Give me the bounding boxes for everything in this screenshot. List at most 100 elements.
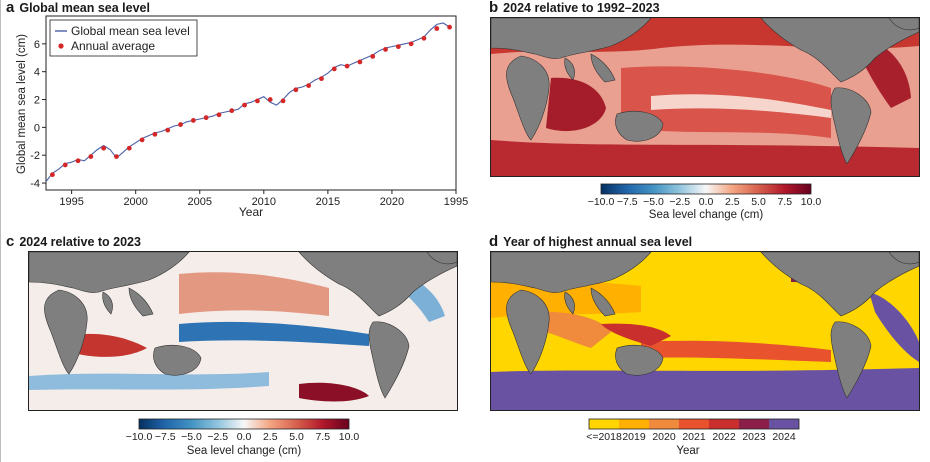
colorbar-tick-label: 10.0 xyxy=(800,196,822,208)
ocean-zone-2024-atlantic xyxy=(869,292,919,362)
y-tick-label: 4 xyxy=(34,67,40,79)
y-tick-label: -4 xyxy=(30,178,40,190)
panel-b-title: b 2024 relative to 1992–2023 xyxy=(489,0,660,16)
data-point-annual-average xyxy=(178,122,183,127)
ocean-indian-core xyxy=(546,77,606,132)
colorbar-d-swatch xyxy=(589,419,619,429)
page-edge-line xyxy=(0,0,1,462)
land-masses xyxy=(491,18,919,165)
x-axis-label: Year xyxy=(239,205,263,219)
sea-level-line-chart: 1995 2000 2005 2010 2015 2020 1995 -4 -2 0 2 4 6 Ye… xyxy=(16,15,468,219)
colorbar-tick-label: 0.0 xyxy=(236,431,252,443)
legend-label-annual-average: Annual average xyxy=(71,39,155,53)
y-tick-label: 0 xyxy=(34,122,40,134)
colorbar-tick-label: 7.5 xyxy=(777,196,793,208)
colorbar-b-title: Sea level change (cm) xyxy=(648,209,764,221)
colorbar-d-swatch xyxy=(739,419,769,429)
legend-dot-swatch xyxy=(58,43,64,49)
land-africa xyxy=(506,55,550,141)
data-point-annual-average xyxy=(126,145,132,151)
land-india xyxy=(564,291,575,315)
land-south-america xyxy=(830,321,872,399)
data-point-annual-average xyxy=(306,83,312,88)
legend: Global mean sea level Annual average xyxy=(49,19,198,57)
land-se-asia xyxy=(590,53,616,83)
data-point-annual-average xyxy=(152,131,158,137)
colorbar-tick-label: 2023 xyxy=(742,431,766,443)
ocean-south-pacific-red xyxy=(299,382,369,402)
colorbar-d-swatch xyxy=(679,419,709,429)
y-axis-label: Global mean sea level (cm) xyxy=(16,34,28,174)
colorbar-c-title: Sea level change (cm) xyxy=(186,445,302,457)
panel-c-letter: c xyxy=(6,233,15,250)
colorbar-d-swatch xyxy=(619,419,649,429)
data-point-annual-average xyxy=(101,145,107,151)
colorbar-tick-label: 10.0 xyxy=(338,431,360,443)
data-point-annual-average xyxy=(242,102,247,108)
land-se-asia xyxy=(590,287,616,317)
panel-d-title: d Year of highest annual sea level xyxy=(489,233,692,250)
data-point-annual-average xyxy=(447,24,452,30)
ocean-zone-2024 xyxy=(491,368,919,410)
x-tick-label: 1995 xyxy=(59,196,83,208)
colorbar-b xyxy=(600,183,812,195)
data-point-annual-average xyxy=(370,53,376,59)
data-point-annual-average xyxy=(50,172,55,178)
data-point-annual-average xyxy=(62,162,68,168)
data-point-annual-average xyxy=(293,87,299,93)
colorbar-tick-label: 0.0 xyxy=(698,196,714,208)
panel-a-letter: a xyxy=(6,0,15,16)
y-tick-label: -2 xyxy=(30,150,40,162)
panel-a-title-text: Global mean sea level xyxy=(19,1,150,15)
land-masses xyxy=(491,252,919,399)
land-se-asia xyxy=(128,287,154,317)
panel-b-title-text: 2024 relative to 1992–2023 xyxy=(503,1,660,15)
data-point-annual-average xyxy=(216,112,222,118)
colorbar-d-swatch xyxy=(649,419,679,429)
colorbar-tick-label: 2.5 xyxy=(724,196,740,208)
land-australia xyxy=(153,345,202,376)
land-india xyxy=(102,291,113,315)
panel-d-title-text: Year of highest annual sea level xyxy=(503,235,693,249)
data-point-annual-average xyxy=(331,66,337,72)
colorbar-d-swatch xyxy=(709,419,739,429)
legend-label-global-mean-sea-level: Global mean sea level xyxy=(71,24,190,38)
colorbar-tick-label: 7.5 xyxy=(315,431,331,443)
colorbar-tick-label: 2024 xyxy=(772,431,796,443)
data-point-annual-average xyxy=(165,127,171,133)
data-point-annual-average xyxy=(190,118,196,123)
data-point-annual-average xyxy=(357,59,363,65)
land-south-america xyxy=(830,87,872,165)
map-b-sea-level-change-vs-climatology xyxy=(490,17,920,177)
colorbar-tick-label: 2022 xyxy=(712,431,736,443)
land-north-america xyxy=(760,252,919,317)
data-point-annual-average xyxy=(203,115,209,121)
colorbar-d-title: Year xyxy=(676,445,700,457)
ocean-indian-red xyxy=(69,333,147,357)
data-point-annual-average xyxy=(139,137,145,143)
land-eurasia xyxy=(29,252,190,293)
data-point-annual-average xyxy=(344,63,350,69)
colorbar-tick-label: <=2018 xyxy=(586,431,622,443)
land-north-america xyxy=(760,18,919,83)
ocean-southern-band xyxy=(491,140,919,176)
ocean-zone-2020 xyxy=(531,311,611,348)
land-australia xyxy=(615,111,664,142)
panel-c-title: c 2024 relative to 2023 xyxy=(6,233,141,250)
panel-d-letter: d xyxy=(489,233,499,250)
ocean-equatorial-blue xyxy=(179,321,369,346)
data-point-annual-average xyxy=(75,158,81,164)
panel-a-title: a Global mean sea level xyxy=(6,0,150,16)
colorbar-tick-label: −2.5 xyxy=(207,431,229,443)
data-point-annual-average xyxy=(434,26,440,31)
x-tick-label: 2010 xyxy=(252,196,276,208)
map-c-sea-level-change-vs-2023 xyxy=(28,251,458,411)
land-greenland xyxy=(426,252,457,265)
ocean-pale-equator xyxy=(651,94,831,118)
data-point-annual-average xyxy=(267,97,273,102)
x-tick-label: 2015 xyxy=(316,196,340,208)
land-eurasia xyxy=(491,18,652,59)
colorbar-d-swatch xyxy=(769,419,799,429)
data-point-annual-average xyxy=(229,108,235,114)
y-tick-label: 6 xyxy=(34,39,40,51)
